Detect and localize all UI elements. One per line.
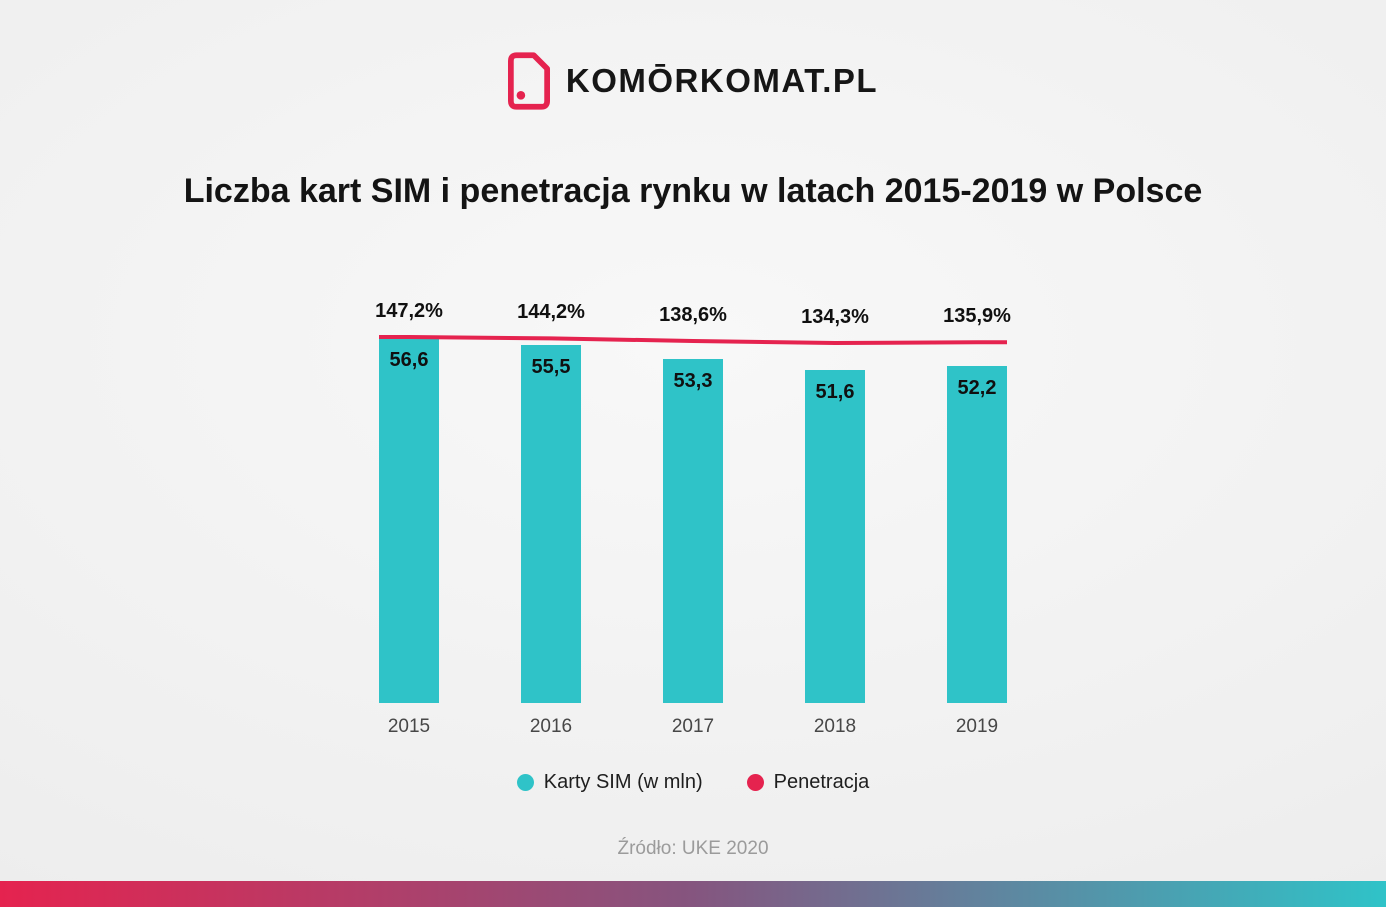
year-label: 2015 — [387, 716, 431, 737]
legend-dot-karty-sim — [516, 774, 534, 791]
bar-value-label: 55,5 — [531, 356, 571, 379]
bar — [947, 366, 1007, 703]
year-label: 2017 — [671, 716, 715, 737]
percent-label: 147,2% — [375, 300, 443, 322]
bar — [805, 370, 865, 703]
legend-label: Penetracja — [773, 771, 870, 793]
year-label: 2016 — [529, 716, 573, 737]
percent-label: 138,6% — [659, 303, 727, 326]
legend: Karty SIM (w mln) Penetracja — [0, 771, 1386, 794]
footer-gradient-bar — [0, 881, 1386, 907]
legend-item: Karty SIM (w mln) — [516, 771, 703, 794]
legend-dot-penetracja — [746, 774, 764, 791]
percent-label: 135,9% — [943, 305, 1011, 328]
percent-label: 144,2% — [517, 301, 585, 324]
legend-item: Penetracja — [746, 771, 870, 794]
year-label: 2019 — [955, 716, 999, 737]
bar — [379, 338, 439, 703]
percent-label: 134,3% — [801, 305, 869, 328]
bar-value-label: 53,3 — [673, 370, 713, 393]
bar — [521, 345, 581, 703]
bar-value-label: 56,6 — [389, 349, 429, 371]
logo: KOMŌRKOMAT.PL — [0, 52, 1386, 110]
year-label: 2018 — [813, 716, 857, 737]
logo-text: KOMŌRKOMAT.PL — [565, 62, 879, 99]
legend-label: Karty SIM (w mln) — [543, 771, 703, 793]
source-text: Źródło: UKE 2020 — [617, 838, 769, 859]
plot-area: 56,6 147,2% 2015 55,5 144,2% 2016 53,3 138,6% 20… — [338, 285, 1048, 755]
sim-card-icon — [507, 52, 550, 110]
bar-value-label: 51,6 — [815, 381, 855, 404]
bar — [663, 359, 723, 703]
page-title: Liczba kart SIM i penetracja rynku w lat… — [183, 172, 1203, 210]
bar-value-label: 52,2 — [957, 377, 997, 400]
